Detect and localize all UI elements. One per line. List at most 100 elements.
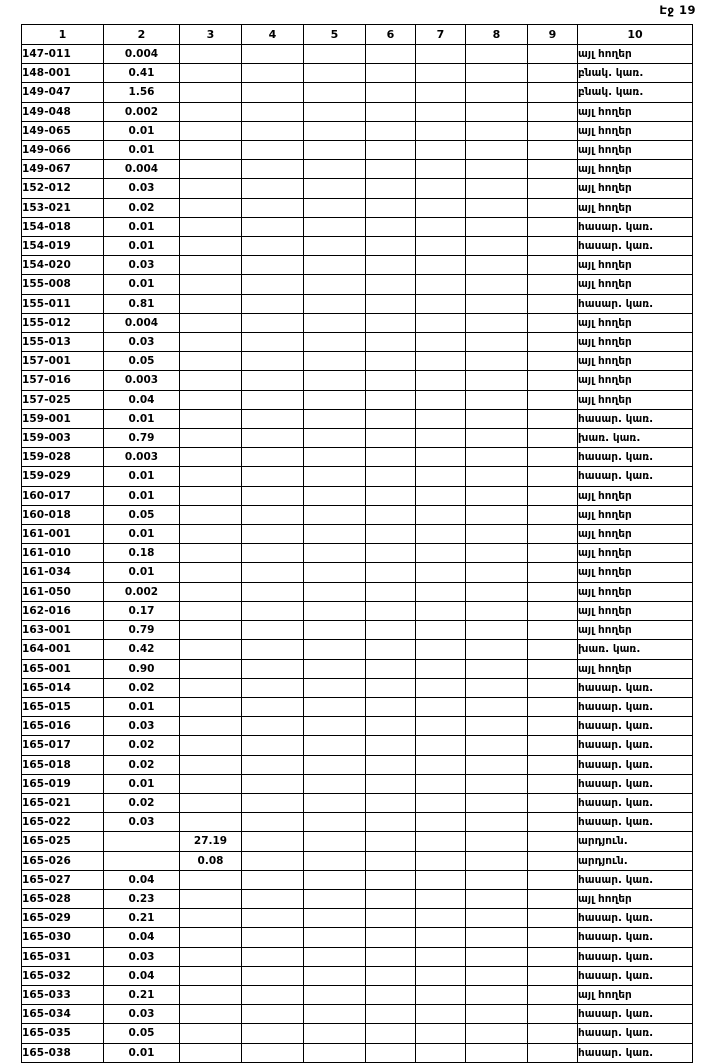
parcel-code-cell: 155-011 <box>21 293 104 314</box>
area-value-cell-2: 0.003 <box>103 447 180 468</box>
area-value-cell-6 <box>365 562 416 583</box>
area-value-cell-5 <box>303 716 366 737</box>
area-value-cell-6 <box>365 696 416 718</box>
parcel-code-cell: 165-028 <box>21 888 104 910</box>
area-value-cell-2: 0.002 <box>103 101 180 122</box>
table-row: 165-028 0.23 այլ հողեր <box>21 888 693 910</box>
land-use-cell: խառ. կառ. <box>577 428 693 449</box>
column-header-8: 8 <box>465 24 528 45</box>
area-value-cell-9 <box>527 716 578 737</box>
area-value-cell-9 <box>527 197 578 218</box>
area-value-cell-2: 0.02 <box>103 792 180 814</box>
area-value-cell-5 <box>303 370 366 391</box>
land-use-cell: այլ հողեր <box>577 370 693 391</box>
area-value-cell-3 <box>179 812 242 833</box>
land-use-cell: այլ հողեր <box>577 389 693 410</box>
area-value-cell-2: 0.21 <box>103 908 180 929</box>
area-value-cell-9 <box>527 735 578 756</box>
parcel-code-cell: 165-034 <box>21 1004 104 1025</box>
area-value-cell-5 <box>303 428 366 449</box>
land-use-cell: այլ հողեր <box>577 197 693 218</box>
area-value-cell-7 <box>415 1023 466 1044</box>
area-value-cell-8 <box>465 562 528 583</box>
parcel-code-cell: 154-019 <box>21 236 104 257</box>
area-value-cell-5 <box>303 600 366 622</box>
area-value-cell-2: 0.01 <box>103 485 180 506</box>
area-value-cell-6 <box>365 869 416 890</box>
area-value-cell-9 <box>527 82 578 103</box>
area-value-cell-9 <box>527 389 578 410</box>
area-value-cell-6 <box>365 946 416 967</box>
area-value-cell-7 <box>415 408 466 430</box>
table-row: 157-001 0.05 այլ հողեր <box>21 351 693 372</box>
area-value-cell-4 <box>241 581 304 602</box>
table-row: 149-065 0.01 այլ հողեր <box>21 120 693 142</box>
area-value-cell-4 <box>241 351 304 372</box>
table-row: 165-022 0.03 հասար. կառ. <box>21 812 693 833</box>
area-value-cell-9 <box>527 639 578 660</box>
ledger-table-container: 1 2 3 4 5 6 7 8 9 10 147-011 0.004 այլ հողեր 148-001… <box>21 24 693 1063</box>
area-value-cell-6 <box>365 408 416 430</box>
land-use-cell: այլ հողեր <box>577 600 693 622</box>
area-value-cell-5 <box>303 236 366 257</box>
area-value-cell-5 <box>303 581 366 602</box>
table-row: 165-032 0.04 հասար. կառ. <box>21 965 693 986</box>
area-value-cell-3 <box>179 716 242 737</box>
area-value-cell-5 <box>303 485 366 506</box>
area-value-cell-2: 0.04 <box>103 869 180 890</box>
area-value-cell-5 <box>303 1042 366 1063</box>
area-value-cell-3 <box>179 773 242 794</box>
area-value-cell-2: 0.01 <box>103 562 180 583</box>
area-value-cell-4 <box>241 696 304 718</box>
area-value-cell-6 <box>365 82 416 103</box>
parcel-code-cell: 152-012 <box>21 178 104 199</box>
area-value-cell-4 <box>241 312 304 334</box>
area-value-cell-7 <box>415 792 466 814</box>
area-value-cell-8 <box>465 658 528 679</box>
area-value-cell-4 <box>241 293 304 314</box>
area-value-cell-3 <box>179 562 242 583</box>
area-value-cell-2: 0.004 <box>103 312 180 334</box>
area-value-cell-8 <box>465 524 528 545</box>
area-value-cell-5 <box>303 197 366 218</box>
table-row: 154-018 0.01 հասար. կառ. <box>21 216 693 238</box>
area-value-cell-9 <box>527 524 578 545</box>
area-value-cell-6 <box>365 274 416 295</box>
area-value-cell-8 <box>465 101 528 122</box>
area-value-cell-5 <box>303 101 366 122</box>
parcel-code-cell: 159-029 <box>21 466 104 487</box>
area-value-cell-5 <box>303 735 366 756</box>
land-use-cell: հասար. կառ. <box>577 696 693 718</box>
land-use-cell: այլ հողեր <box>577 159 693 180</box>
area-value-cell-8 <box>465 159 528 180</box>
table-row: 149-066 0.01 այլ հողեր <box>21 140 693 161</box>
parcel-code-cell: 165-032 <box>21 965 104 986</box>
parcel-code-cell: 160-018 <box>21 504 104 526</box>
parcel-code-cell: 149-048 <box>21 101 104 122</box>
land-use-cell: հասար. կառ. <box>577 908 693 929</box>
area-value-cell-2: 0.04 <box>103 389 180 410</box>
area-value-cell-3 <box>179 140 242 161</box>
area-value-cell-9 <box>527 562 578 583</box>
parcel-code-cell: 155-013 <box>21 332 104 353</box>
land-use-cell: այլ հողեր <box>577 658 693 679</box>
area-value-cell-2: 0.81 <box>103 293 180 314</box>
area-value-cell-8 <box>465 831 528 852</box>
parcel-code-cell: 154-020 <box>21 255 104 276</box>
area-value-cell-9 <box>527 812 578 833</box>
area-value-cell-8 <box>465 754 528 775</box>
area-value-cell-3 <box>179 965 242 986</box>
area-value-cell-6 <box>365 389 416 410</box>
land-use-cell: հասար. կառ. <box>577 1042 693 1063</box>
area-value-cell-9 <box>527 178 578 199</box>
area-value-cell-2: 0.21 <box>103 984 180 1006</box>
land-use-cell: այլ հողեր <box>577 178 693 199</box>
area-value-cell-4 <box>241 120 304 142</box>
area-value-cell-7 <box>415 43 466 65</box>
area-value-cell-7 <box>415 120 466 142</box>
land-use-cell: արդյուն. <box>577 850 693 871</box>
area-value-cell-4 <box>241 1004 304 1025</box>
area-value-cell-3 <box>179 274 242 295</box>
land-use-cell: հասար. կառ. <box>577 677 693 698</box>
land-use-cell: հասար. կառ. <box>577 466 693 487</box>
